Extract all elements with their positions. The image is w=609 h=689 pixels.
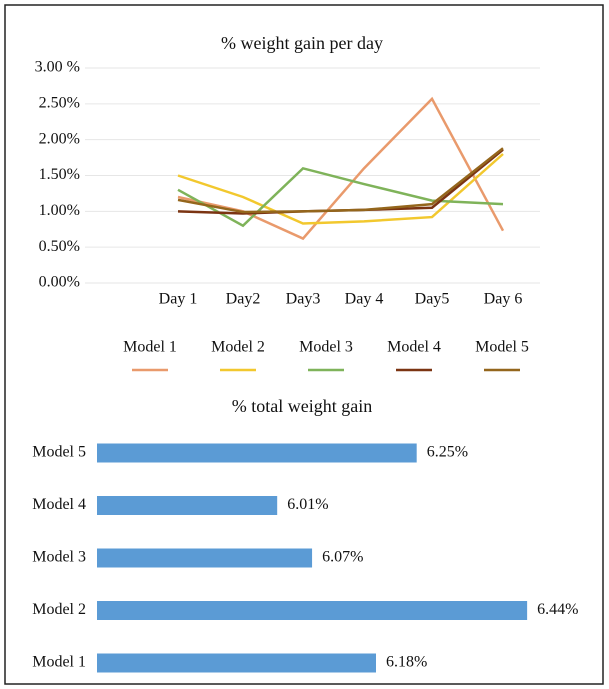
legend-label: Model 3 — [299, 339, 353, 356]
frame — [4, 4, 604, 685]
series-line — [177, 166, 504, 228]
y-tick-label: 2.00% — [39, 130, 80, 147]
y-tick-label: Model 3 — [32, 549, 86, 566]
bar — [97, 548, 313, 568]
y-tick-label: 1.50% — [39, 166, 80, 183]
value-label: 6.44% — [537, 601, 578, 618]
value-label: 6.18% — [386, 654, 427, 671]
x-tick-label: Day 1 — [159, 291, 198, 308]
series-line — [177, 153, 504, 225]
y-tick-label: Model 2 — [32, 601, 86, 618]
y-tick-label: Model 4 — [32, 496, 86, 513]
series-line — [177, 148, 504, 215]
bar — [97, 601, 528, 620]
legend-label: Model 1 — [123, 339, 177, 356]
y-tick-label: 0.00% — [39, 274, 80, 291]
value-label: 6.01% — [287, 496, 328, 513]
x-tick-label: Day 6 — [484, 291, 523, 308]
x-tick-label: Day2 — [226, 291, 261, 308]
x-tick-label: Day5 — [415, 291, 450, 308]
bar — [97, 443, 417, 463]
x-tick-label: Day 4 — [345, 291, 384, 308]
series-line — [177, 147, 504, 214]
line-chart-title: % weight gain per day — [221, 33, 383, 53]
bar — [97, 496, 278, 515]
legend-label: Model 2 — [211, 339, 265, 356]
y-tick-label: Model 1 — [32, 654, 86, 671]
y-tick-label: 2.50% — [39, 95, 80, 112]
y-tick-label: 0.50% — [39, 238, 80, 255]
bar-chart-title: % total weight gain — [232, 396, 372, 416]
bar — [97, 653, 376, 673]
y-tick-label: 3.00 % — [35, 59, 80, 76]
legend-label: Model 5 — [475, 339, 529, 356]
y-tick-label: 1.00% — [39, 202, 80, 219]
value-label: 6.07% — [322, 549, 363, 566]
value-label: 6.25% — [427, 444, 468, 461]
y-tick-label: Model 5 — [32, 444, 86, 461]
x-tick-label: Day3 — [286, 291, 321, 308]
legend-label: Model 4 — [387, 339, 441, 356]
